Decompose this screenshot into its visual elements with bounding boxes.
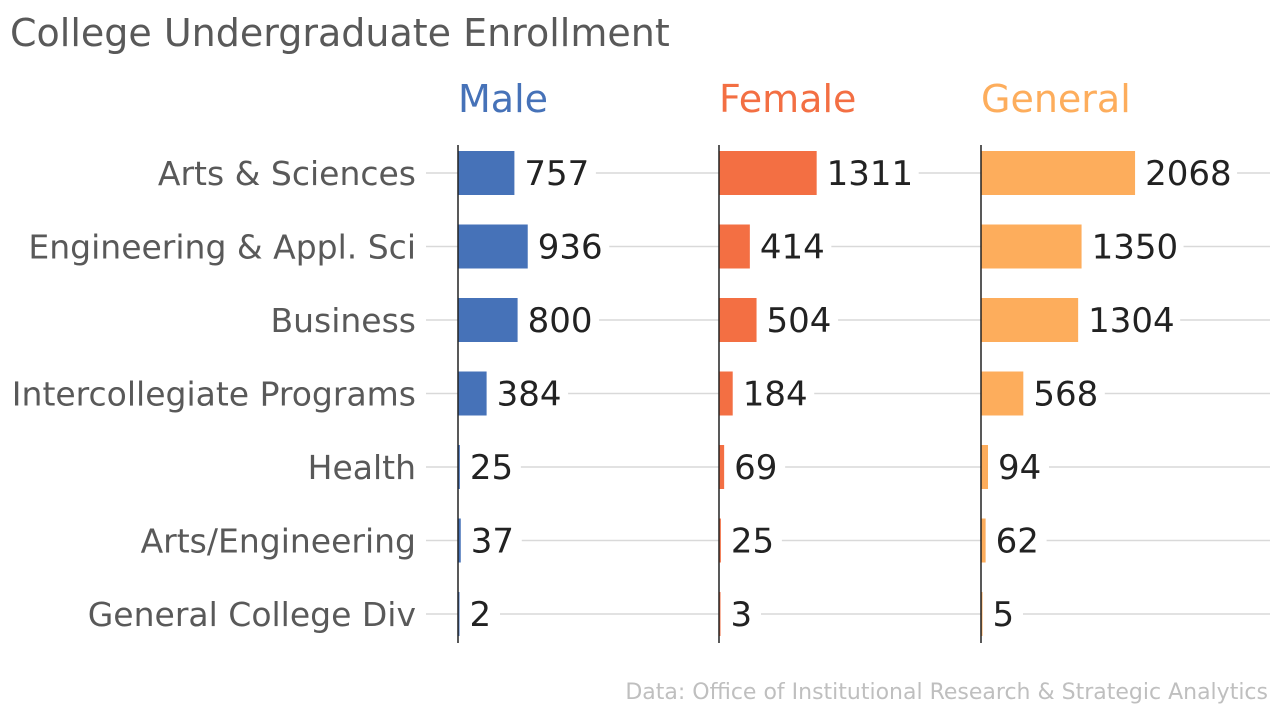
category-label: Health — [308, 448, 416, 487]
bar — [719, 445, 725, 489]
data-label: 504 — [767, 301, 832, 341]
data-label: 2 — [470, 595, 492, 635]
data-label: 1311 — [827, 154, 914, 194]
category-label: General College Div — [88, 595, 416, 634]
bar — [981, 151, 1136, 195]
bar — [458, 518, 461, 563]
bar — [981, 298, 1079, 342]
data-label: 62 — [996, 522, 1039, 562]
bar — [981, 518, 986, 563]
chart-source: Data: Office of Institutional Research &… — [625, 680, 1268, 705]
data-label: 568 — [1033, 375, 1098, 415]
data-label: 414 — [760, 228, 825, 268]
bar — [981, 224, 1082, 269]
series-header: Female — [719, 77, 856, 121]
bar — [719, 298, 757, 342]
category-label: Arts/Engineering — [141, 522, 416, 561]
data-label: 936 — [538, 228, 603, 268]
plot-area: Arts & Sciences Engineering & Appl. Sci Bu… — [12, 77, 1270, 643]
bar — [981, 445, 989, 489]
data-label: 94 — [998, 448, 1041, 488]
bar — [719, 371, 733, 416]
data-label: 1350 — [1092, 228, 1179, 268]
category-label: Arts & Sciences — [158, 154, 416, 193]
category-label: Business — [270, 301, 416, 340]
series-header: General — [981, 77, 1131, 121]
data-label: 5 — [993, 595, 1015, 635]
chart-title: College Undergraduate Enrollment — [10, 11, 670, 55]
bar — [981, 371, 1024, 416]
data-label: 757 — [524, 154, 589, 194]
bar — [458, 445, 460, 489]
data-label: 2068 — [1145, 154, 1232, 194]
bar — [719, 518, 721, 563]
category-label: Engineering & Appl. Sci — [28, 228, 416, 267]
data-label: 800 — [528, 301, 593, 341]
data-label: 384 — [497, 375, 562, 415]
series-header: Male — [458, 77, 548, 121]
data-label: 69 — [734, 448, 777, 488]
bar — [458, 298, 518, 342]
bar — [458, 151, 515, 195]
data-label: 184 — [743, 375, 808, 415]
data-label: 25 — [470, 448, 513, 488]
data-label: 25 — [731, 522, 774, 562]
data-label: 3 — [731, 595, 753, 635]
bar — [719, 224, 750, 269]
category-label: Intercollegiate Programs — [12, 375, 416, 414]
data-label: 1304 — [1088, 301, 1175, 341]
bar — [719, 151, 817, 195]
bar — [458, 371, 487, 416]
data-label: 37 — [471, 522, 514, 562]
bar — [458, 224, 528, 269]
